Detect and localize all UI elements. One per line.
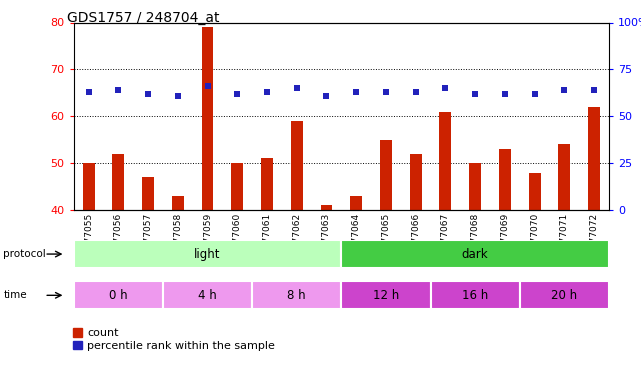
Point [292, 85, 302, 91]
Text: 8 h: 8 h [287, 289, 306, 302]
Bar [520, 281, 609, 309]
Point [440, 85, 451, 91]
Bar [261, 158, 273, 210]
Bar [172, 196, 184, 210]
Bar [380, 140, 392, 210]
Text: time: time [3, 290, 27, 300]
Bar [529, 172, 540, 210]
Point [470, 91, 480, 97]
Point [172, 93, 183, 99]
Legend: count, percentile rank within the sample: count, percentile rank within the sample [73, 328, 275, 351]
Point [113, 87, 124, 93]
Bar [231, 163, 243, 210]
Bar [201, 27, 213, 210]
Bar [341, 281, 431, 309]
Bar [142, 177, 154, 210]
Bar [558, 144, 570, 210]
Bar [588, 107, 600, 210]
Bar [291, 121, 303, 210]
Point [410, 89, 420, 95]
Text: 12 h: 12 h [373, 289, 399, 302]
Text: 16 h: 16 h [462, 289, 488, 302]
Point [351, 89, 362, 95]
Point [559, 87, 569, 93]
Text: dark: dark [462, 248, 488, 261]
Point [262, 89, 272, 95]
Bar [431, 281, 520, 309]
Point [381, 89, 391, 95]
Bar [112, 154, 124, 210]
Text: protocol: protocol [3, 249, 46, 259]
Bar [499, 149, 511, 210]
Bar [163, 281, 252, 309]
Bar [83, 163, 94, 210]
Point [500, 91, 510, 97]
Bar [410, 154, 422, 210]
Point [321, 93, 331, 99]
Text: light: light [194, 248, 221, 261]
Text: 20 h: 20 h [551, 289, 578, 302]
Bar [252, 281, 341, 309]
Point [529, 91, 540, 97]
Bar [320, 206, 333, 210]
Bar [469, 163, 481, 210]
Point [589, 87, 599, 93]
Point [83, 89, 94, 95]
Bar [341, 240, 609, 268]
Bar [74, 281, 163, 309]
Text: 0 h: 0 h [109, 289, 128, 302]
Bar [74, 240, 341, 268]
Text: GDS1757 / 248704_at: GDS1757 / 248704_at [67, 11, 220, 25]
Point [143, 91, 153, 97]
Bar [350, 196, 362, 210]
Bar [440, 112, 451, 210]
Point [232, 91, 242, 97]
Text: 4 h: 4 h [198, 289, 217, 302]
Point [203, 83, 213, 89]
